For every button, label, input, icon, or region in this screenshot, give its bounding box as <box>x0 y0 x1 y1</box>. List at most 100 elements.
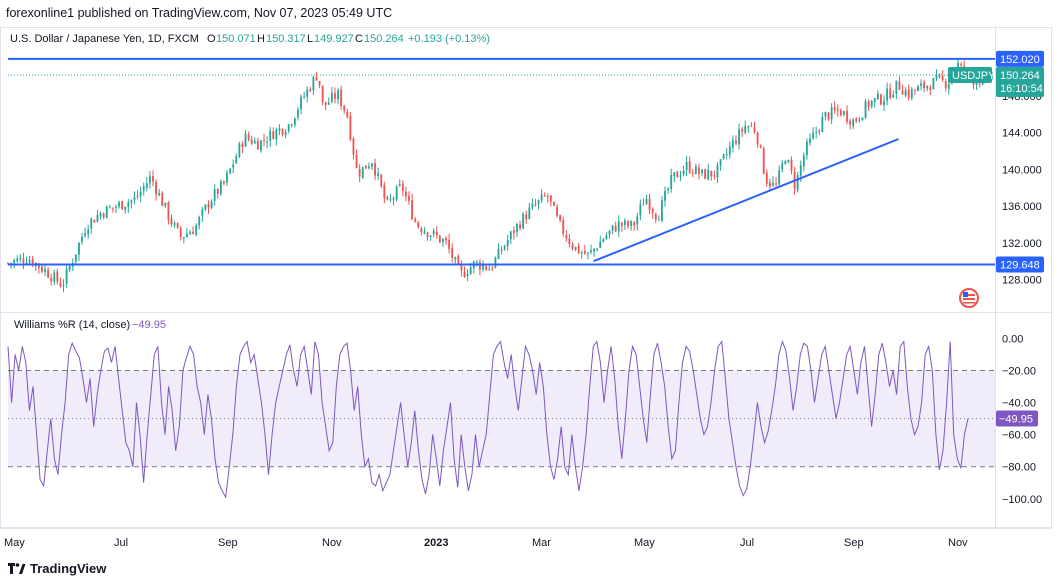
candle-body <box>315 77 318 81</box>
candle-body <box>596 249 599 251</box>
candle-body <box>74 254 77 262</box>
candle-body <box>528 207 531 219</box>
candle-body <box>99 213 102 217</box>
candle-body <box>630 221 633 226</box>
candle-body <box>904 90 907 96</box>
legend-open: 150.071 <box>216 33 256 45</box>
oscillator-axis-tick-label: −40.00 <box>1002 398 1036 410</box>
candle-body <box>812 132 815 139</box>
candle-body <box>747 126 750 128</box>
candle-body <box>395 186 398 200</box>
candle-body <box>152 176 154 182</box>
candle-body <box>404 191 407 197</box>
candle-body <box>540 194 543 201</box>
time-axis-tick-label: 2023 <box>424 537 448 549</box>
candle-body <box>562 220 565 234</box>
candle-body <box>525 214 528 220</box>
candle-body <box>445 238 447 241</box>
candle-body <box>867 101 870 107</box>
level-price-tag <box>996 256 1044 273</box>
candle-body <box>784 161 787 165</box>
candle-body <box>559 215 562 221</box>
candle-body <box>41 266 43 272</box>
legend-row: U.S. Dollar / Japanese Yen, 1D, FXCM O 1… <box>10 33 490 45</box>
candle-body <box>408 195 410 201</box>
candle-body <box>130 200 133 203</box>
legend-close-label: C <box>355 33 363 45</box>
candle-body <box>337 90 339 100</box>
candle-body <box>667 188 670 191</box>
candle-body <box>599 241 602 248</box>
candle-body <box>300 96 302 110</box>
candle-body <box>278 128 281 131</box>
candle-body <box>802 155 805 167</box>
indicator-value: −49.95 <box>132 319 166 331</box>
candle-body <box>466 274 469 277</box>
candle-body <box>158 193 161 196</box>
candle-body <box>750 125 753 127</box>
level-price-tag-label: 152.020 <box>1000 54 1040 66</box>
candle-body <box>704 169 707 179</box>
dynamic-chart-layer: 128.000132.000136.000140.000144.000148.0… <box>4 50 1044 549</box>
candle-body <box>321 85 324 103</box>
candle-body <box>654 213 657 220</box>
price-pane-border <box>0 27 1052 313</box>
candle-body <box>420 228 423 233</box>
footer-brand[interactable]: TradingView <box>8 561 106 576</box>
candle-body <box>44 269 46 272</box>
candle-body <box>633 222 636 226</box>
candle-body <box>799 165 802 176</box>
candle-body <box>65 268 68 284</box>
candle-body <box>475 261 478 263</box>
candle-body <box>216 189 219 194</box>
candle-body <box>281 129 284 135</box>
candle-body <box>898 81 901 90</box>
candle-body <box>59 282 62 287</box>
candle-body <box>87 229 90 235</box>
candle-body <box>873 98 876 102</box>
candle-body <box>818 130 821 132</box>
time-axis-tick-label: Nov <box>948 537 968 549</box>
candle-body <box>303 96 306 98</box>
candle-body <box>312 76 315 91</box>
candle-body <box>263 140 265 142</box>
legend-low-label: L <box>307 33 313 45</box>
candle-body <box>895 80 898 94</box>
candle-body <box>636 216 639 225</box>
candle-body <box>676 171 679 178</box>
candle-body <box>352 138 355 155</box>
candle-body <box>429 235 432 237</box>
candle-body <box>583 250 586 254</box>
candle-body <box>287 124 290 132</box>
candle-body <box>864 101 867 118</box>
candle-body <box>651 208 654 213</box>
candle-body <box>148 175 151 184</box>
us-japan-flag-icon[interactable] <box>959 288 979 308</box>
candle-body <box>223 181 225 184</box>
candle-body <box>805 141 808 156</box>
williams-r-line <box>7 339 969 499</box>
candle-body <box>883 101 885 105</box>
candle-body <box>118 202 120 207</box>
candle-body <box>330 92 333 102</box>
candle-body <box>469 267 472 275</box>
candle-body <box>722 154 725 159</box>
candle-body <box>543 195 546 197</box>
candle-body <box>509 231 512 240</box>
candle-body <box>719 159 722 166</box>
oscillator-axis-tick-label: −80.00 <box>1002 462 1036 474</box>
candle-body <box>167 202 170 220</box>
candle-body <box>185 233 188 238</box>
candle-body <box>189 232 191 235</box>
candle-body <box>553 202 555 206</box>
candle-body <box>383 185 386 199</box>
price-axis-tick-label: 136.000 <box>1002 201 1042 213</box>
candle-body <box>401 183 404 192</box>
candle-body <box>858 119 861 121</box>
candle-body <box>389 198 392 200</box>
candle-body <box>611 225 614 231</box>
candle-body <box>127 202 130 208</box>
candle-body <box>343 105 346 111</box>
candle-body <box>68 266 71 271</box>
